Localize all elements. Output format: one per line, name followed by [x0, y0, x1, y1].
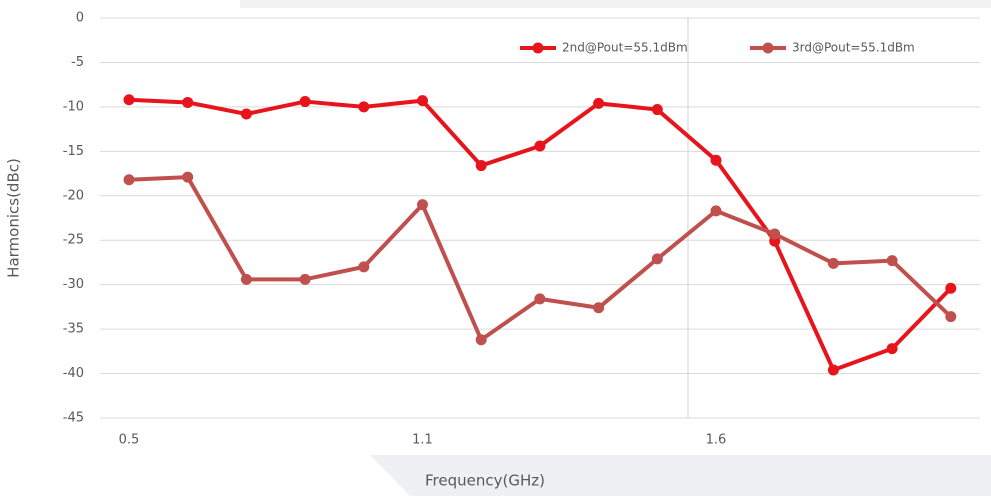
data-point — [123, 174, 135, 186]
footer-shape — [370, 455, 991, 496]
y-tick-label: -15 — [63, 144, 84, 159]
data-point — [710, 205, 722, 217]
data-point — [299, 273, 311, 285]
data-point — [534, 293, 546, 305]
data-point — [593, 97, 605, 109]
data-point — [417, 199, 428, 211]
y-tick-label: -30 — [63, 277, 84, 292]
data-point — [827, 364, 839, 376]
data-point — [417, 95, 428, 107]
legend-label: 3rd@Pout=55.1dBm — [792, 41, 915, 55]
data-point — [123, 94, 135, 106]
y-tick-label: -25 — [63, 233, 84, 248]
data-point — [827, 257, 839, 269]
data-point — [651, 104, 663, 116]
x-tick-label: 0.5 — [119, 433, 140, 448]
y-tick-label: -45 — [63, 411, 84, 426]
data-point — [358, 101, 370, 113]
legend-label: 2nd@Pout=55.1dBm — [562, 41, 688, 55]
data-point — [886, 343, 898, 355]
y-tick-label: -5 — [71, 55, 84, 70]
data-point — [182, 171, 194, 183]
data-point — [710, 154, 722, 166]
y-tick-label: 0 — [76, 11, 84, 26]
data-point — [945, 282, 957, 294]
y-tick-label: -35 — [63, 322, 84, 337]
y-tick-label: -40 — [63, 366, 84, 381]
x-tick-label: 1.6 — [706, 433, 727, 448]
y-tick-label: -10 — [63, 99, 84, 114]
data-point — [475, 160, 487, 172]
data-point — [299, 96, 311, 108]
legend-marker — [532, 42, 544, 54]
data-point — [769, 228, 781, 240]
data-point — [358, 261, 370, 273]
data-point — [240, 108, 252, 120]
data-point — [475, 334, 487, 346]
data-point — [240, 273, 252, 285]
x-tick-label: 1.1 — [412, 433, 433, 448]
header-strip — [240, 0, 991, 8]
data-point — [886, 255, 898, 267]
data-point — [651, 253, 663, 265]
data-point — [945, 311, 957, 323]
y-axis-label: Harmonics(dBc) — [5, 158, 23, 278]
series-line — [128, 175, 953, 342]
data-point — [593, 302, 605, 314]
data-point — [182, 96, 194, 108]
x-axis-label: Frequency(GHz) — [425, 472, 545, 490]
y-tick-label: -20 — [63, 188, 84, 203]
legend-marker — [762, 42, 774, 54]
data-point — [534, 140, 546, 152]
